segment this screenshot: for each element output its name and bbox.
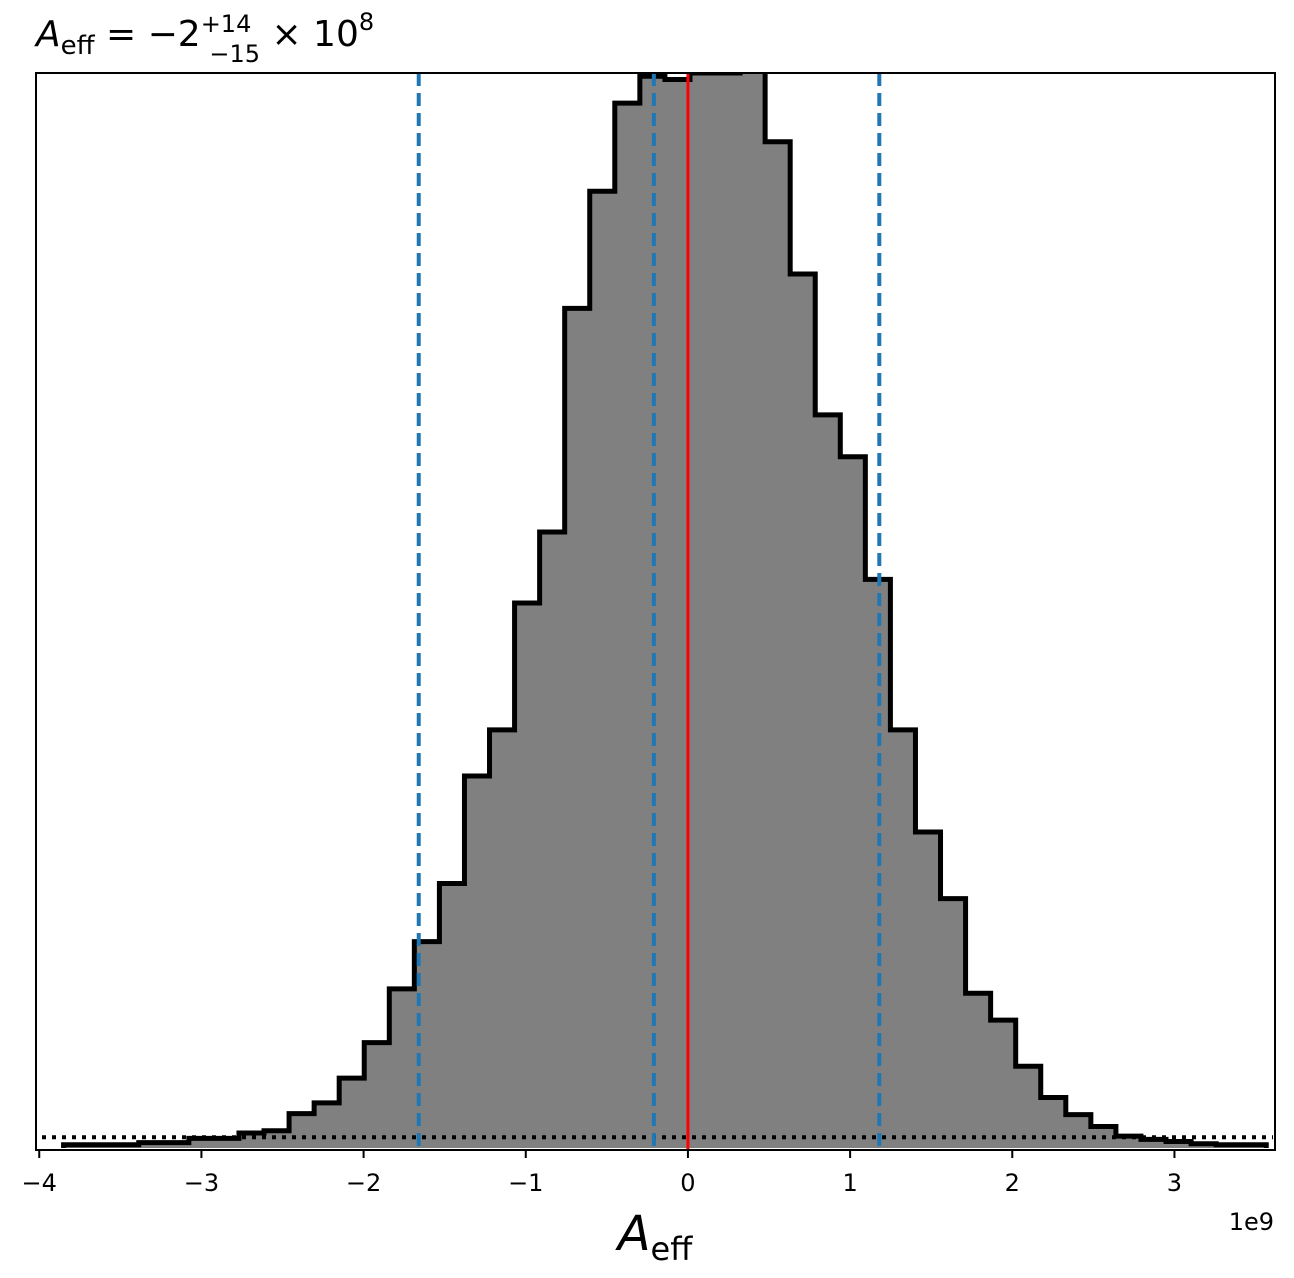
histogram-bar [188,1138,215,1148]
histogram-bar [790,274,816,1148]
histogram-outline [61,73,1269,1148]
x-tick-label: −4 [22,1169,57,1197]
x-axis-label-symbol: A [615,1206,651,1262]
x-axis-ticks: −4 −3 −2 −1 0 1 2 3 [22,1150,1182,1197]
histogram-bar [514,602,541,1148]
histogram-bar [589,191,616,1148]
title-upper-error: +14 [201,10,252,38]
reference-lines [42,73,1273,1150]
histogram-bar [915,831,942,1148]
title-multiplier: × 10 [260,14,359,55]
x-tick-label: −2 [346,1169,381,1197]
histogram-bar [1166,1141,1192,1148]
histogram-bar [539,532,566,1148]
histogram-bar [689,73,716,1148]
x-offset-label: 1e9 [1229,1208,1274,1236]
histogram-bar [439,883,465,1148]
histogram-bar [765,141,791,1149]
title-equals-value: = −2 [95,14,201,55]
histogram-bar [1115,1136,1142,1148]
histogram-bar [1140,1139,1167,1148]
histogram-bar [564,308,591,1148]
histogram-bar [740,73,766,1149]
x-axis-label-subscript: eff [651,1230,694,1268]
histogram-bar [965,993,992,1148]
histogram-bar [840,456,866,1148]
histogram-bar [1015,1066,1042,1148]
title-symbol: A [34,14,61,55]
plot-frame [35,72,1276,1151]
histogram-bar [1040,1097,1067,1148]
x-tick-label: 2 [1005,1169,1020,1197]
x-tick-label: −3 [184,1169,219,1197]
x-axis-label: Aeff [615,1206,694,1268]
histogram-bar [614,103,641,1149]
histogram-bar [213,1138,240,1148]
plot-area [35,72,1276,1151]
histogram-bar [890,729,916,1148]
histogram-bar [163,1142,190,1148]
x-tick-label: 3 [1167,1169,1182,1197]
title-lower-error: −15 [209,40,260,68]
x-tick-label: 0 [680,1169,695,1197]
histogram-bar [664,79,691,1149]
x-tick-label: 1 [842,1169,857,1197]
histogram-bar [940,898,967,1148]
histogram-bar [990,1020,1017,1148]
x-tick-label: −1 [508,1169,543,1197]
histogram-bar [289,1113,315,1148]
histogram-bars [61,73,1269,1149]
histogram-bar [715,73,741,1148]
histogram-bar [489,729,516,1148]
histogram-bar [314,1102,340,1148]
histogram-bar [815,414,841,1149]
chart-title: Aeff = −2+14 −15 × 108 [34,8,374,68]
histogram-bar [464,776,491,1148]
histogram-bar [264,1130,290,1148]
histogram-bar [364,1042,390,1148]
histogram-bar [389,988,415,1148]
title-exponent: 8 [359,8,374,36]
histogram-bar [1065,1114,1092,1148]
histogram-bar [138,1142,165,1148]
title-symbol-subscript: eff [61,31,96,61]
